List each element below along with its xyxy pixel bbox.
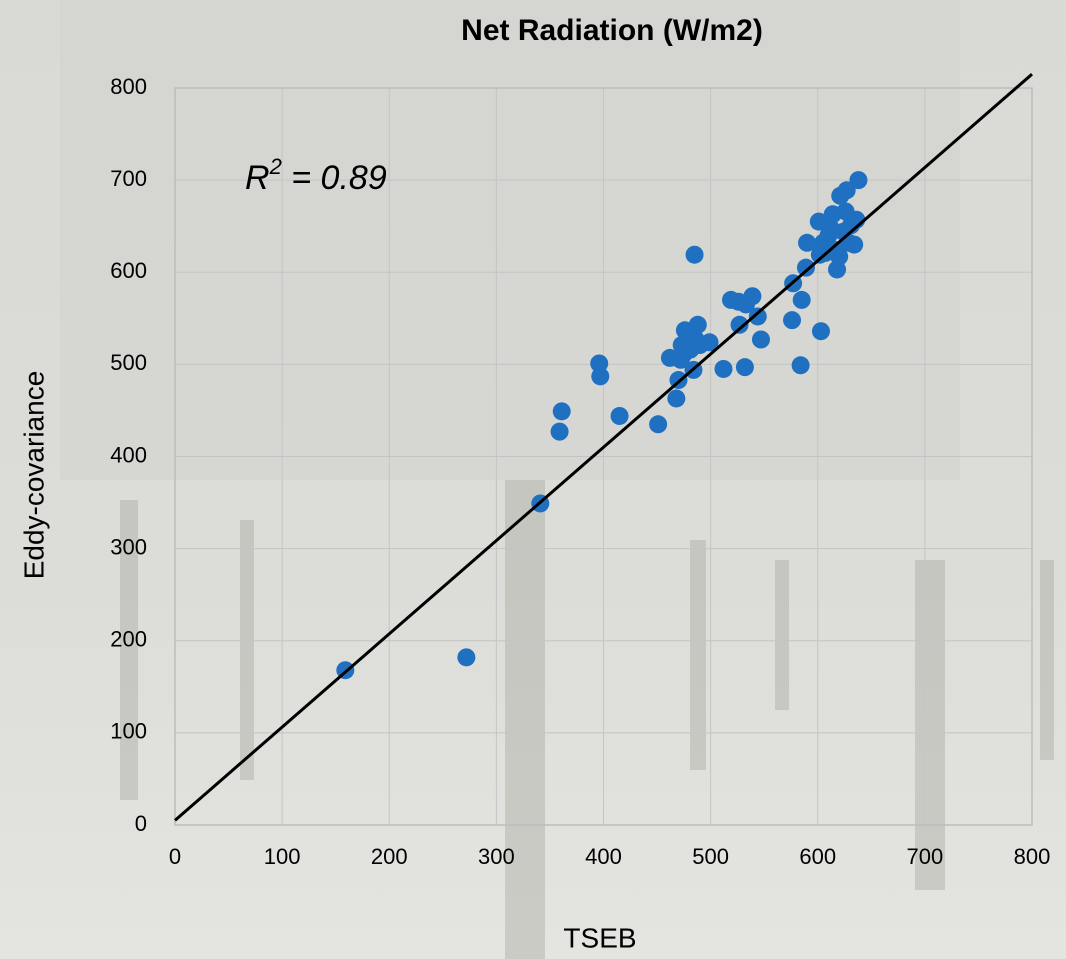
y-tick-label: 700 <box>110 166 147 191</box>
point <box>735 358 754 377</box>
point <box>751 330 770 349</box>
chart-title: Net Radiation (W/m2) <box>461 14 763 47</box>
point <box>590 354 609 373</box>
y-tick-label: 500 <box>110 350 147 375</box>
x-tick-label: 400 <box>585 844 622 869</box>
point <box>667 389 686 408</box>
y-tick-label: 600 <box>110 258 147 283</box>
point <box>836 202 855 221</box>
trend-line <box>174 73 1033 822</box>
point <box>591 367 610 386</box>
y-tick-label: 0 <box>135 811 147 836</box>
point <box>714 359 733 378</box>
x-axis-label: TSEB <box>563 922 636 953</box>
y-tick-label: 300 <box>110 534 147 559</box>
point <box>610 406 629 425</box>
annotation-sup: 2 <box>269 154 282 179</box>
x-tick-label: 300 <box>478 844 515 869</box>
point <box>552 402 571 421</box>
point <box>700 333 719 352</box>
x-tick-label: 0 <box>169 844 181 869</box>
point <box>649 415 668 434</box>
annotation-rest: = 0.89 <box>282 159 387 197</box>
point <box>830 247 849 266</box>
x-tick-label: 700 <box>907 844 944 869</box>
x-tick-label: 800 <box>1014 844 1051 869</box>
point <box>821 219 840 238</box>
y-axis-label: Eddy-covariance <box>18 371 49 580</box>
point <box>730 315 749 334</box>
x-tick-label: 100 <box>264 844 301 869</box>
x-tick-label: 500 <box>692 844 729 869</box>
point <box>673 346 692 365</box>
point <box>845 235 864 254</box>
annotation: R2 = 0.89 <box>245 154 387 197</box>
point <box>811 322 830 341</box>
point <box>837 181 856 200</box>
point <box>849 171 868 190</box>
y-tick-label: 200 <box>110 627 147 652</box>
point <box>796 258 815 277</box>
plot-frame <box>174 87 1033 826</box>
point <box>457 648 476 667</box>
point <box>798 233 817 252</box>
y-tick-label: 400 <box>110 442 147 467</box>
y-tick-label: 800 <box>110 74 147 99</box>
x-tick-label: 200 <box>371 844 408 869</box>
x-tick-label: 600 <box>799 844 836 869</box>
point <box>783 311 802 330</box>
y-tick-label: 100 <box>110 719 147 744</box>
point <box>748 307 767 326</box>
point <box>792 290 811 309</box>
point <box>550 422 569 441</box>
point <box>743 287 762 306</box>
point <box>791 356 810 375</box>
annotation-base: R <box>245 159 270 197</box>
point <box>685 245 704 264</box>
